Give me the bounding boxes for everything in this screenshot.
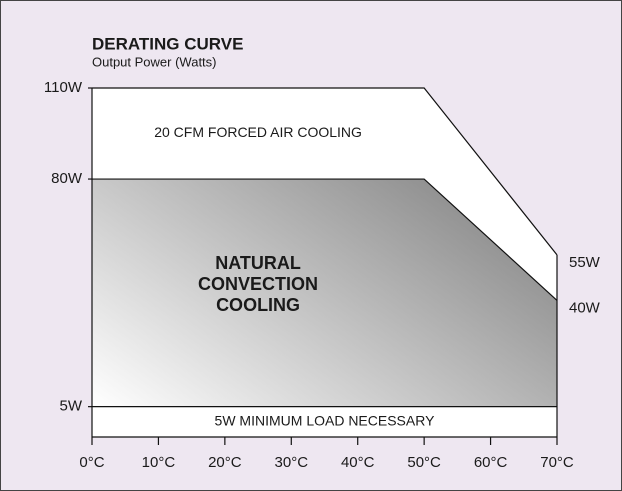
series-label: 20 CFM FORCED AIR COOLING	[154, 124, 362, 140]
annotation: 5W MINIMUM LOAD NECESSARY	[215, 413, 436, 429]
x-tick-label: 70°C	[540, 454, 574, 471]
x-tick-label: 50°C	[407, 454, 441, 471]
y-tick-label: 80W	[51, 170, 83, 187]
chart-subtitle: Output Power (Watts)	[92, 54, 217, 69]
x-tick-label: 40°C	[341, 454, 375, 471]
x-tick-label: 10°C	[142, 454, 176, 471]
area-fill	[92, 179, 557, 407]
y-tick-label: 110W	[44, 79, 83, 96]
y-tick-label: 5W	[60, 398, 83, 415]
chart-title: DERATING CURVE	[92, 34, 243, 53]
series-line	[92, 87, 558, 256]
value-label: 55W	[569, 254, 601, 271]
x-tick-label: 60°C	[474, 454, 508, 471]
series-label: NATURAL CONVECTION COOLING	[198, 252, 319, 315]
x-tick-label: 0°C	[79, 454, 104, 471]
series-line	[92, 178, 558, 301]
x-tick-label: 20°C	[208, 454, 242, 471]
value-label: 40W	[569, 299, 601, 316]
x-tick-label: 30°C	[275, 454, 309, 471]
